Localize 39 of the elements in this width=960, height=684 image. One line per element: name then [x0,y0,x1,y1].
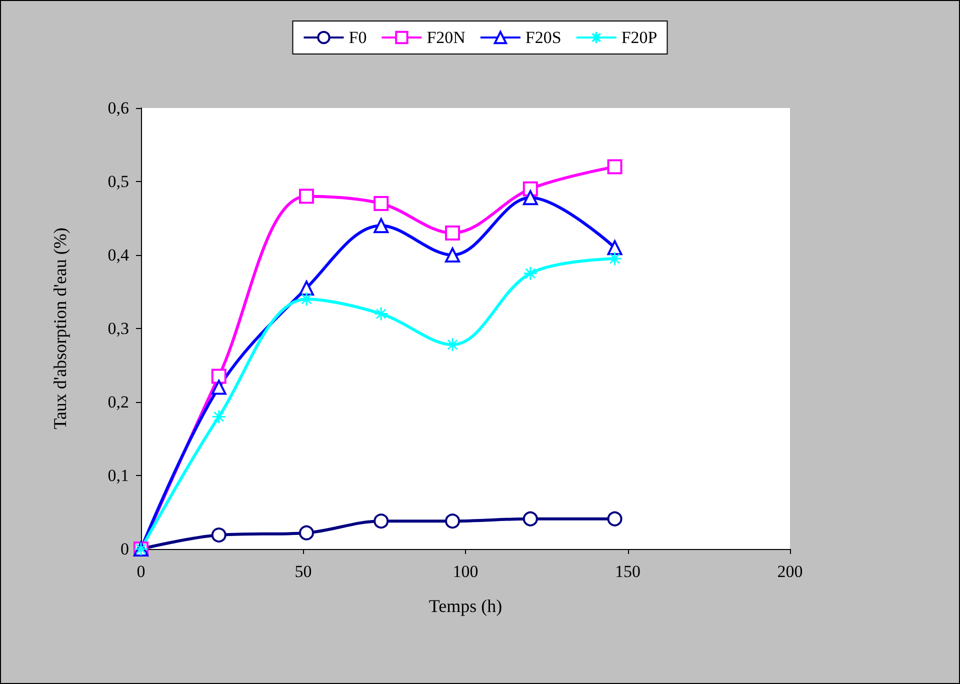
point [374,514,389,529]
point [607,240,622,256]
x-tick-label: 50 [294,562,312,581]
point [607,159,622,174]
x-tick-label: 100 [452,562,478,581]
y-tick-label: 0,5 [108,172,129,191]
y-axis-title: Taux d'absorption d'eau (%) [50,228,70,430]
legend-label: F0 [348,28,367,47]
legend-label: F20P [621,28,658,47]
point [211,368,226,384]
legend-label: F20N [426,28,466,47]
point [212,409,226,424]
point [522,511,538,526]
point [607,511,622,526]
point [374,306,388,322]
point [374,218,389,234]
point [445,248,460,262]
point [299,525,314,540]
y-tick-label: 0 [120,540,129,558]
point [211,380,226,395]
x-tick-label: 0 [136,562,146,581]
y-tick-label: 0,3 [108,319,129,338]
point [445,514,460,529]
x-tick-label: 200 [777,562,803,581]
point [608,251,622,266]
point [522,190,538,206]
point [523,266,538,281]
legend-label: F20S [525,28,562,47]
point [374,196,389,212]
y-tick-label: 0,1 [108,466,129,485]
point [445,225,460,240]
y-tick-label: 0,2 [108,392,129,412]
x-tick-label: 150 [615,562,640,581]
point [298,188,314,204]
point [298,280,314,296]
x-axis-title: Temps (h) [428,596,502,616]
point [211,528,226,543]
y-tick-label: 0,6 [108,98,129,118]
y-tick-label: 0,4 [108,246,130,264]
